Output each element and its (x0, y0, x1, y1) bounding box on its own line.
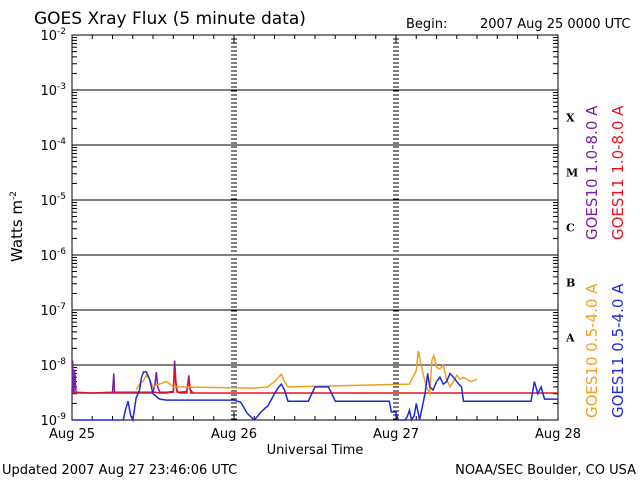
x-tick-label: Aug 26 (211, 427, 257, 442)
x-axis-ticks (71, 34, 539, 420)
series-line-1 (72, 370, 558, 394)
y-tick-label: 10-6 (40, 247, 66, 264)
flare-class-b: B (566, 277, 575, 290)
series-line-0 (71, 360, 194, 394)
x-tick-label: Aug 27 (373, 427, 419, 442)
x-tick-labels: Aug 25 Aug 26 Aug 27 Aug 28 (49, 427, 581, 442)
x-tick-label: Aug 25 (49, 427, 95, 442)
y-tick-label: 10-2 (40, 27, 66, 44)
series-line-3 (72, 371, 558, 423)
y-tick-label: 10-7 (40, 302, 66, 319)
flare-class-a: A (565, 332, 575, 345)
noaa-credit: NOAA/SEC Boulder, CO USA (455, 463, 636, 478)
y-axis-label: Watts m-2 (8, 191, 26, 262)
flare-class-labels: A B C M X (565, 112, 578, 345)
legend-goes10-short: GOES10 0.5-4.0 A (583, 283, 601, 418)
updated-timestamp: Updated 2007 Aug 27 23:46:06 UTC (2, 463, 237, 478)
plot-frame (71, 34, 559, 421)
legend-goes10-long: GOES10 1.0-8.0 A (583, 105, 601, 240)
begin-label: Begin: (406, 17, 447, 32)
plot-area: 10-9 10-8 10-7 10-6 10-5 10-4 10-3 10-2 (40, 27, 559, 429)
begin-value: 2007 Aug 25 0000 UTC (480, 17, 630, 32)
y-tick-label: 10-9 (40, 412, 66, 429)
series-line-2 (135, 350, 478, 397)
legend-goes11-short: GOES11 0.5-4.0 A (609, 283, 627, 418)
y-axis-ticks: 10-9 10-8 10-7 10-6 10-5 10-4 10-3 10-2 (40, 27, 558, 429)
flare-class-c: C (566, 222, 575, 235)
y-tick-label: 10-3 (40, 82, 66, 99)
legend-goes11-long: GOES11 1.0-8.0 A (609, 105, 627, 240)
legend: GOES10 1.0-8.0 A GOES11 1.0-8.0 A GOES10… (583, 105, 627, 418)
chart-title: GOES Xray Flux (5 minute data) (34, 9, 306, 29)
grid-lines (72, 89, 558, 366)
y-tick-label: 10-8 (40, 357, 66, 374)
flare-class-x: X (566, 112, 575, 125)
y-tick-label: 10-5 (40, 192, 66, 209)
series-lines (71, 350, 558, 423)
x-axis-label: Universal Time (267, 443, 364, 458)
x-tick-label: Aug 28 (535, 427, 581, 442)
y-tick-label: 10-4 (40, 137, 66, 154)
flare-class-m: M (566, 167, 578, 180)
